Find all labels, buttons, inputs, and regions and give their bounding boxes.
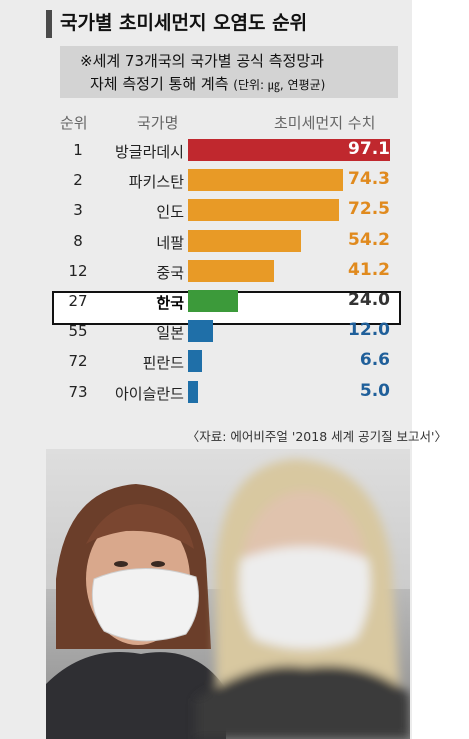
bar-row-55: 55 일본 12.0 [0,317,412,347]
bar-row-2: 2 파키스탄 74.3 [0,166,412,196]
bar-row-72: 72 핀란드 6.6 [0,347,412,377]
rank-label: 1 [73,141,83,159]
value-label: 74.3 [348,169,390,190]
bar [188,259,274,282]
country-label: 아이슬란드 [114,384,184,403]
value-label: 5.0 [359,380,390,401]
masked-people-illustration [46,449,410,739]
value-label: 24.0 [348,290,390,310]
bar [188,380,199,403]
unit-note: (단위: ㎍, 연평균) [233,78,326,92]
value-label: 72.5 [348,199,390,220]
bar [188,139,390,161]
value-label: 41.2 [348,259,390,280]
rank-label: 3 [73,201,83,220]
bar [188,320,213,343]
country-label: 인도 [156,203,184,222]
country-label: 일본 [156,324,184,343]
country-label: 파키스탄 [128,173,184,192]
bar [188,350,202,373]
note-line-2-text: 자체 측정기 통해 계측 [90,75,229,93]
country-label: 네팔 [156,233,184,252]
bar [188,290,238,312]
country-label: 방글라데시 [114,143,184,161]
note-box: ※세계 73개국의 국가별 공식 측정망과 자체 측정기 통해 계측 (단위: … [60,46,398,98]
note-line-2: 자체 측정기 통해 계측 (단위: ㎍, 연평균) [90,73,325,94]
value-label: 97.1 [348,139,390,159]
bar [188,169,343,192]
note-line-1: ※세계 73개국의 국가별 공식 측정망과 [80,52,324,70]
rank-label: 73 [68,382,88,401]
bar-row-12: 12 중국 41.2 [0,257,412,287]
rank-label: 12 [68,261,88,280]
rank-label: 27 [68,292,88,310]
bar [188,229,301,252]
bar-row-8: 8 네팔 54.2 [0,227,412,257]
bar [188,199,339,222]
rank-header: 순위 [60,114,88,132]
country-label: 핀란드 [142,354,184,373]
rank-label: 55 [68,322,88,341]
chart-title: 국가별 초미세먼지 오염도 순위 [60,12,308,34]
value-header: 초미세먼지 수치 [274,114,376,132]
bar-row-27: 27 한국 24.0 [0,287,412,317]
rank-label: 72 [68,352,88,371]
country-label: 한국 [156,294,184,312]
bar-row-1: 1 방글라데시 97.1 [0,136,412,166]
value-label: 54.2 [348,229,390,250]
value-label: 6.6 [359,350,390,371]
source-note: 〈자료: 에어비주얼 '2018 세계 공기질 보고서'〉 [186,429,447,444]
title-accent-bar [46,10,52,38]
value-label: 12.0 [348,320,390,341]
bar-row-3: 3 인도 72.5 [0,196,412,226]
bar-row-73: 73 아이슬란드 5.0 [0,378,412,408]
country-label: 중국 [156,263,184,282]
rank-label: 8 [73,231,83,250]
rank-label: 2 [73,171,83,190]
country-header: 국가명 [137,114,179,132]
photo-masked-people [46,449,410,739]
